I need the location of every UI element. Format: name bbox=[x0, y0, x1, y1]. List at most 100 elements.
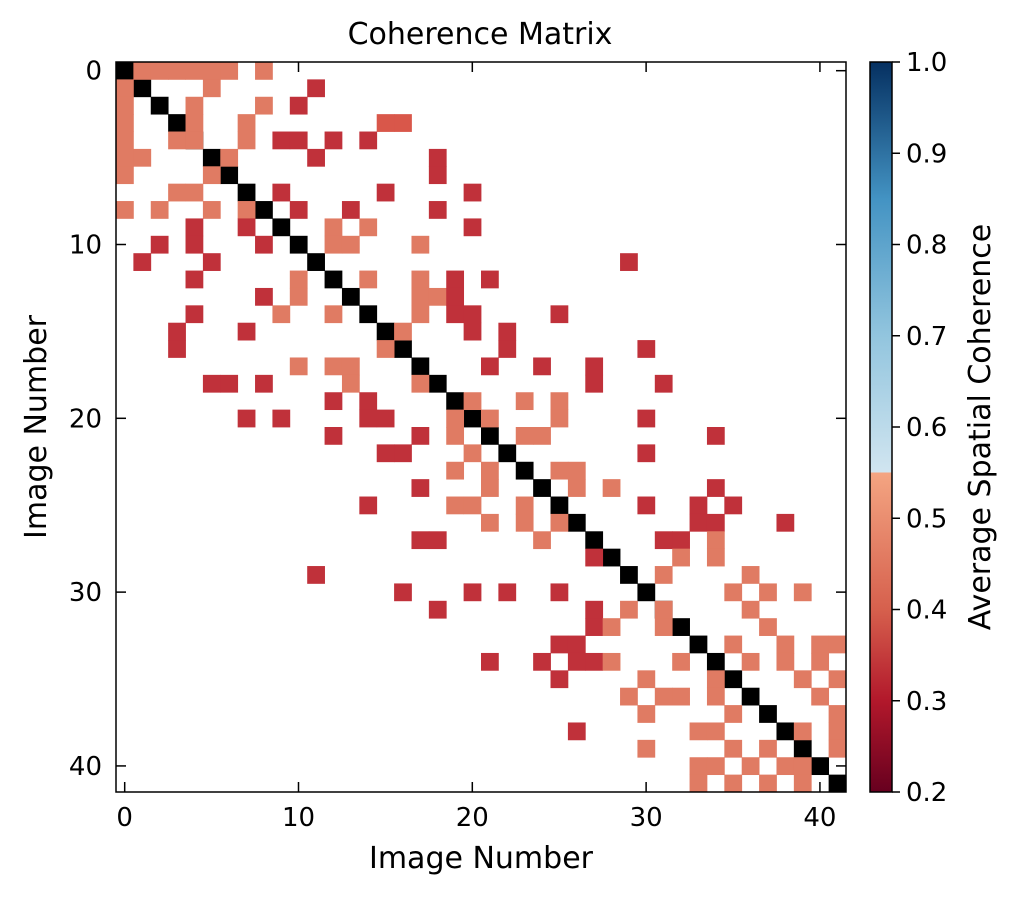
heatmap-cell bbox=[324, 218, 343, 237]
heatmap-cell bbox=[116, 201, 134, 219]
diagonal-cell bbox=[133, 79, 152, 98]
diagonal-cell bbox=[620, 566, 638, 584]
diagonal-cell bbox=[237, 183, 256, 202]
heatmap-cell bbox=[654, 600, 673, 619]
heatmap-cell bbox=[307, 148, 325, 167]
diagonal-cell bbox=[202, 148, 221, 167]
diagonal-cell bbox=[324, 270, 343, 289]
heatmap-cell bbox=[411, 305, 430, 324]
heatmap-cell bbox=[811, 635, 830, 654]
diagonal-cell bbox=[567, 513, 586, 532]
heatmap-cell bbox=[341, 357, 360, 376]
heatmap-cell bbox=[237, 114, 256, 132]
heatmap-cell bbox=[637, 705, 656, 723]
heatmap-cell bbox=[515, 427, 534, 445]
heatmap-cell bbox=[324, 357, 343, 376]
heatmap-cell bbox=[376, 340, 395, 358]
heatmap-cell bbox=[150, 235, 169, 254]
heatmap-cell bbox=[116, 148, 134, 167]
chart-title: Coherence Matrix bbox=[348, 17, 613, 52]
heatmap-cell bbox=[481, 409, 499, 428]
heatmap-cell bbox=[307, 566, 325, 584]
diagonal-cell bbox=[776, 722, 795, 741]
heatmap-cell bbox=[359, 496, 378, 515]
heatmap-cell bbox=[481, 652, 499, 671]
heatmap-cell bbox=[550, 670, 569, 689]
heatmap-cell bbox=[272, 183, 291, 202]
heatmap-cell bbox=[394, 114, 412, 132]
heatmap-cell bbox=[394, 444, 412, 463]
heatmap-cell bbox=[759, 583, 777, 602]
diagonal-cell bbox=[637, 583, 656, 602]
heatmap-cell bbox=[307, 79, 325, 98]
heatmap-cell bbox=[481, 479, 499, 497]
heatmap-cell bbox=[446, 270, 465, 289]
heatmap-cell bbox=[706, 687, 725, 706]
heatmap-cell bbox=[793, 757, 812, 776]
colorbar-tick-label: 0.8 bbox=[906, 231, 947, 261]
diagonal-cell bbox=[359, 305, 378, 324]
heatmap-cell bbox=[793, 774, 812, 793]
heatmap-cell bbox=[585, 548, 604, 567]
heatmap-cell bbox=[220, 148, 239, 167]
heatmap-cell bbox=[289, 201, 308, 219]
heatmap-cell bbox=[237, 218, 256, 237]
heatmap-cell bbox=[185, 62, 204, 80]
heatmap-cell bbox=[793, 583, 812, 602]
heatmap-cell bbox=[359, 131, 378, 150]
heatmap-cell bbox=[828, 739, 847, 758]
diagonal-cell bbox=[394, 340, 412, 358]
heatmap-cell bbox=[706, 722, 725, 741]
heatmap-cell bbox=[202, 166, 221, 185]
heatmap-cell bbox=[272, 409, 291, 428]
heatmap-cell bbox=[341, 201, 360, 219]
diagonal-cell bbox=[689, 635, 708, 654]
diagonal-cell bbox=[168, 114, 186, 132]
heatmap-cell bbox=[220, 62, 239, 80]
heatmap-cell bbox=[585, 600, 604, 619]
colorbar-tick-label: 0.2 bbox=[906, 778, 947, 808]
heatmap-cell bbox=[463, 322, 482, 341]
colorbar-tick-label: 0.7 bbox=[906, 322, 947, 352]
heatmap-cell bbox=[446, 427, 465, 445]
heatmap-cell bbox=[168, 62, 186, 80]
heatmap-cell bbox=[359, 218, 378, 237]
heatmap-cell bbox=[428, 148, 447, 167]
heatmap-cell bbox=[341, 235, 360, 254]
heatmap-cell bbox=[481, 357, 499, 376]
heatmap-cell bbox=[376, 409, 395, 428]
heatmap-cell bbox=[394, 583, 412, 602]
heatmap-cell bbox=[741, 566, 760, 584]
heatmap-cell bbox=[724, 705, 743, 723]
diagonal-cell bbox=[307, 253, 325, 271]
y-tick-label: 40 bbox=[69, 752, 102, 782]
heatmap-cell bbox=[828, 635, 847, 654]
heatmap-cell bbox=[116, 166, 134, 185]
heatmap-cell bbox=[550, 461, 569, 480]
heatmap-cell bbox=[463, 183, 482, 202]
heatmap-cell bbox=[272, 131, 291, 150]
heatmap-cell bbox=[654, 374, 673, 393]
heatmap-cell bbox=[376, 444, 395, 463]
heatmap-cell bbox=[498, 583, 517, 602]
heatmap-cell bbox=[202, 79, 221, 98]
heatmap-cell bbox=[394, 322, 412, 341]
heatmap-cell bbox=[759, 739, 777, 758]
colorbar-ticks: 1.0 0.9 0.8 0.7 0.6 0.5 0.4 0.3 0.2 bbox=[892, 48, 947, 808]
heatmap-cell bbox=[446, 305, 465, 324]
heatmap-cell bbox=[811, 687, 830, 706]
heatmap-cell bbox=[602, 618, 621, 636]
heatmap-cell bbox=[376, 183, 395, 202]
heatmap-cell bbox=[255, 96, 273, 115]
y-tick-label: 10 bbox=[69, 231, 102, 261]
heatmap-cell bbox=[776, 635, 795, 654]
heatmap-cell bbox=[689, 496, 708, 515]
heatmap-cell bbox=[324, 392, 343, 411]
diagonal-cell bbox=[150, 96, 169, 115]
heatmap-cell bbox=[515, 496, 534, 515]
heatmap-cell bbox=[533, 652, 551, 671]
heatmap-cell bbox=[724, 739, 743, 758]
heatmap-cell bbox=[185, 114, 204, 132]
heatmap-cell bbox=[255, 62, 273, 80]
